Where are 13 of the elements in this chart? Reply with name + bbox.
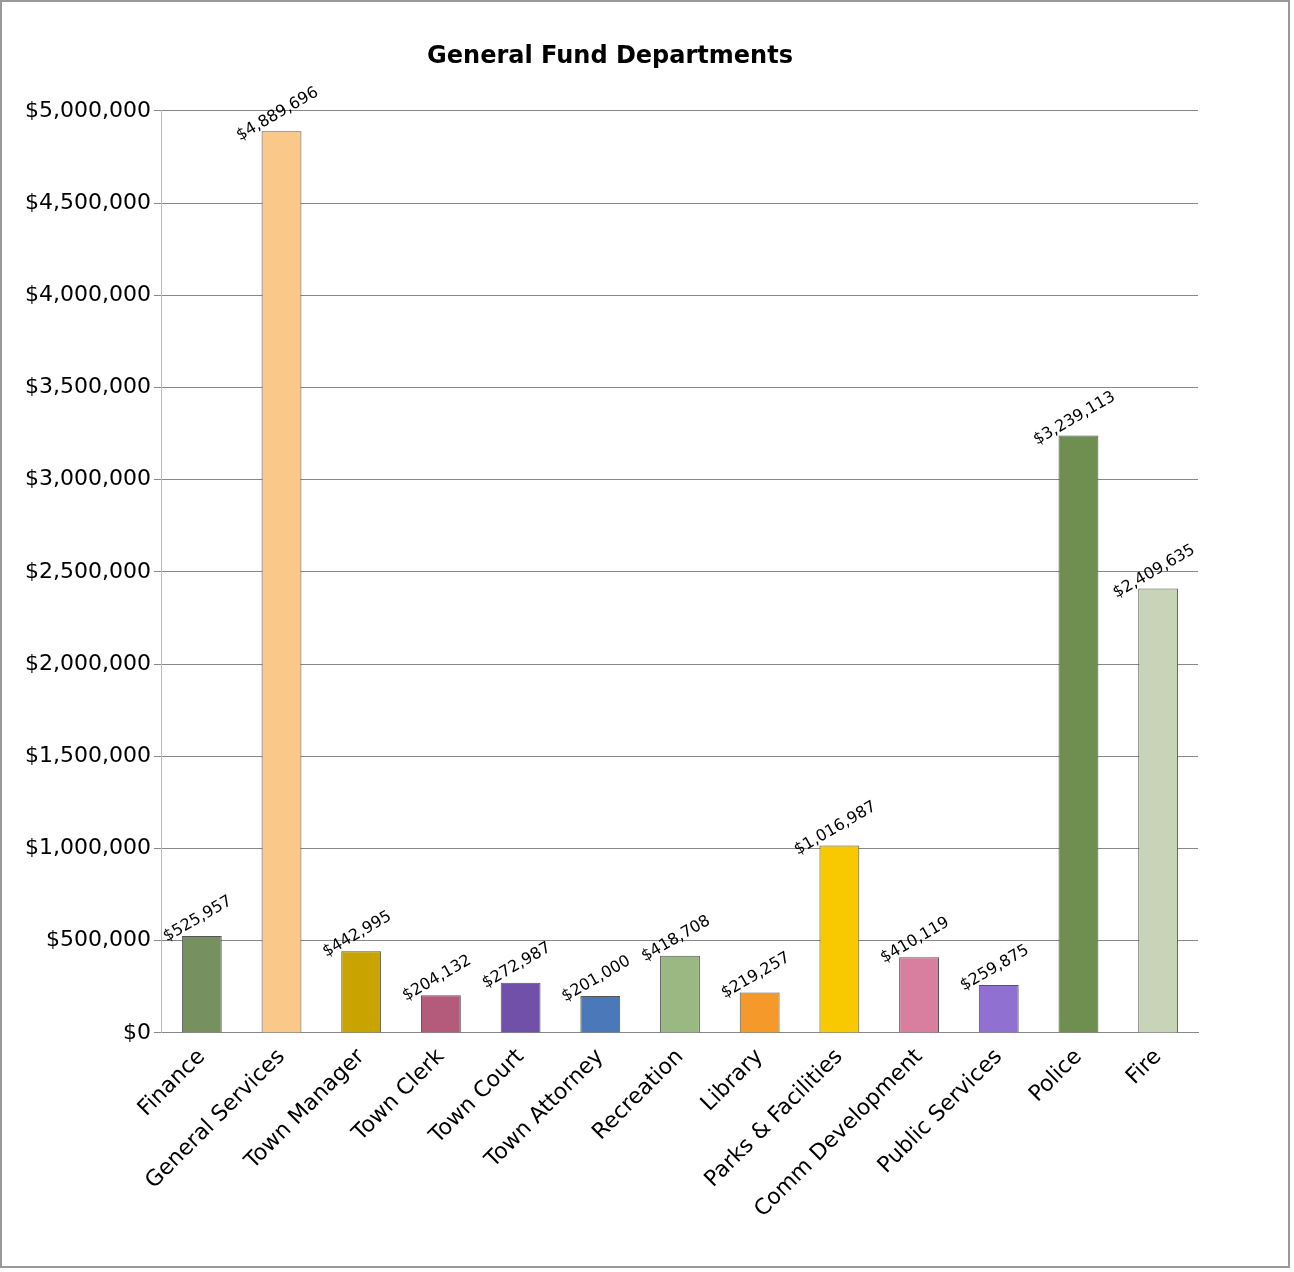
y-tick-label: $1,000,000: [24, 834, 151, 860]
y-tick-label: $4,500,000: [24, 188, 151, 214]
x-tick-label: Fire: [1120, 1043, 1166, 1089]
y-tick-label: $2,500,000: [24, 557, 151, 583]
y-tick-label: $3,500,000: [24, 373, 151, 399]
y-tick-label: $5,000,000: [24, 96, 151, 122]
y-tick-label: $1,500,000: [24, 742, 151, 768]
y-tick-label: $2,000,000: [24, 649, 151, 675]
y-tick-label: $0: [122, 1018, 151, 1044]
y-tick-label: $500,000: [45, 926, 151, 952]
y-tick-label: $4,000,000: [24, 280, 151, 306]
y-tick-label: $3,000,000: [24, 465, 151, 491]
chart-title: General Fund Departments: [427, 40, 793, 69]
